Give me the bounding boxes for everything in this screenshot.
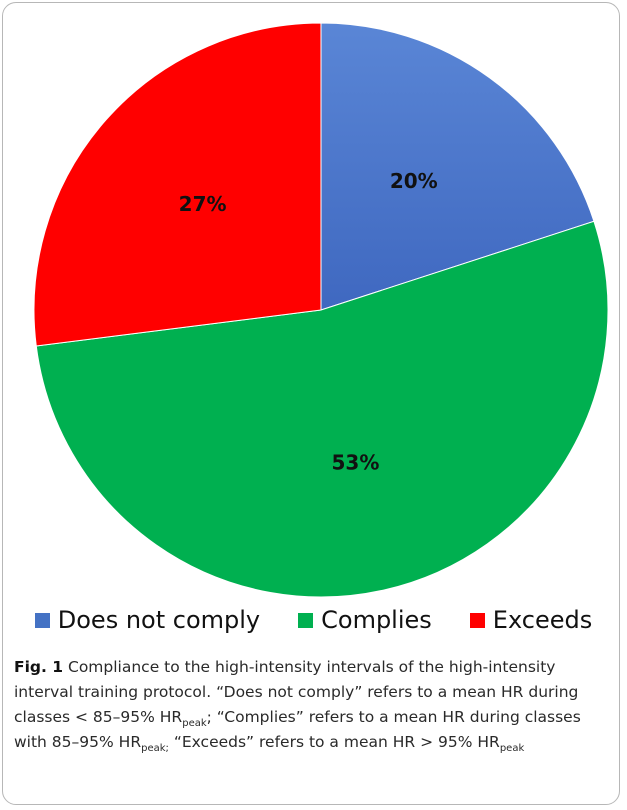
figure-label: Fig. 1 — [14, 658, 64, 676]
caption-sub-2: peak; — [141, 743, 169, 755]
legend-swatch-does-not-comply — [34, 612, 50, 628]
legend-label-complies: Complies — [321, 606, 432, 634]
pie-label-exceeds: 27% — [179, 192, 227, 216]
caption-text-3: “Exceeds” refers to a mean HR > 95% HR — [168, 733, 500, 751]
legend-swatch-exceeds — [469, 612, 485, 628]
pie-slice-exceeds — [33, 22, 322, 347]
caption-sub-1: peak — [182, 718, 207, 730]
legend-label-exceeds: Exceeds — [492, 606, 593, 634]
caption-text-1: Compliance to the high-intensity interva… — [14, 658, 579, 726]
legend-item-exceeds: Exceeds — [469, 606, 593, 634]
pie-slices — [33, 22, 609, 598]
figure-caption: Fig. 1 Compliance to the high-intensity … — [14, 655, 609, 755]
pie-slice-complies — [35, 220, 609, 598]
caption-text-2: ; “Complies” refers to a mean HR during … — [14, 708, 581, 751]
legend-label-does-not-comply: Does not comply — [57, 606, 261, 634]
pie-label-does-not-comply: 20% — [390, 169, 438, 193]
pie-label-complies: 53% — [331, 451, 379, 475]
pie-slice-does-not-comply — [320, 22, 595, 311]
caption-sub-3: peak — [499, 743, 525, 755]
legend-item-complies: Complies — [298, 606, 432, 634]
pie-chart: 20% 53% 27% — [33, 22, 609, 598]
legend-swatch-complies — [298, 612, 314, 628]
pie-slice-labels: 20% 53% 27% — [179, 169, 438, 475]
legend-item-does-not-comply: Does not comply — [34, 606, 261, 634]
legend: Does not comply Complies Exceeds — [0, 600, 627, 640]
